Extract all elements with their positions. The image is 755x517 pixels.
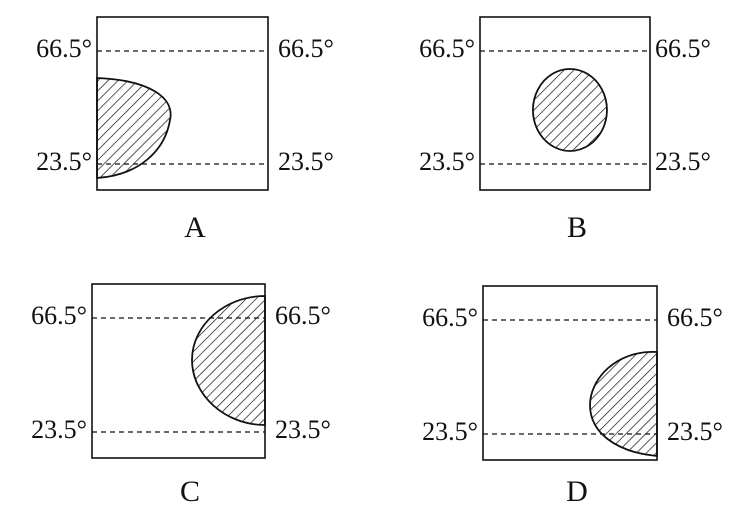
latitude-label-left: 66.5° (422, 303, 478, 332)
latitude-label-right: 23.5° (278, 147, 334, 176)
map-frame (479, 16, 651, 191)
hatched-region (191, 295, 266, 426)
latitude-label-left: 66.5° (31, 301, 87, 330)
map-frame (96, 16, 269, 191)
latitude-label-left: 23.5° (422, 417, 478, 446)
latitude-label-left: 23.5° (419, 147, 475, 176)
map-frame (91, 283, 266, 459)
latitude-label-right: 66.5° (667, 303, 723, 332)
hatched-region (589, 351, 658, 457)
option-letter: D (566, 475, 588, 508)
latitude-label-right: 66.5° (278, 34, 334, 63)
option-letter: A (184, 211, 206, 244)
hatched-region (532, 68, 608, 152)
latitude-label-right: 66.5° (655, 34, 711, 63)
option-letter: B (567, 211, 587, 244)
latitude-label-left: 23.5° (36, 147, 92, 176)
latitude-label-right: 23.5° (655, 147, 711, 176)
latitude-label-left: 23.5° (31, 415, 87, 444)
option-letter: C (180, 475, 200, 508)
latitude-label-left: 66.5° (36, 34, 92, 63)
latitude-label-right: 23.5° (667, 417, 723, 446)
latitude-label-right: 23.5° (275, 415, 331, 444)
map-frame (482, 285, 658, 461)
latitude-label-right: 66.5° (275, 301, 331, 330)
latitude-label-left: 66.5° (419, 34, 475, 63)
hatched-region (96, 77, 172, 179)
